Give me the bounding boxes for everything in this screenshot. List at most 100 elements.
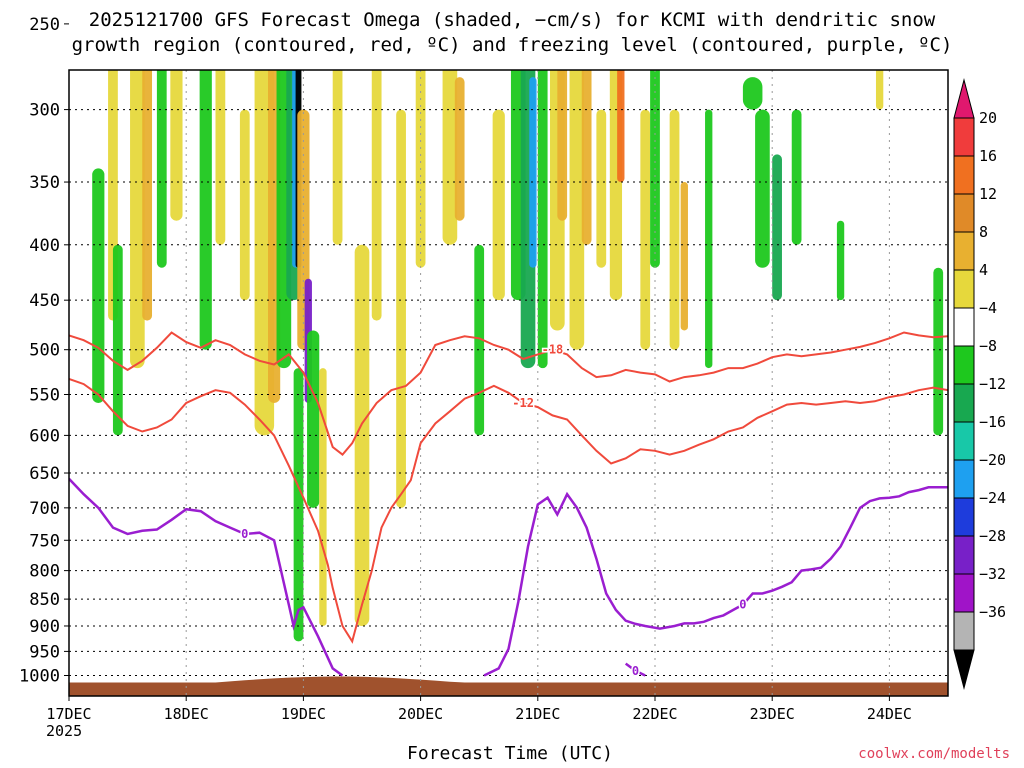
contour-4 — [624, 662, 646, 677]
colorbar-label: 12 — [979, 185, 997, 203]
contour-label: 0 — [241, 527, 248, 541]
y-tick-label: 700 — [29, 499, 60, 519]
colorbar-swatch — [953, 307, 975, 347]
omega-cell — [492, 109, 505, 301]
omega-cell — [293, 368, 304, 642]
omega-cell — [742, 77, 763, 110]
contour-2 — [69, 477, 344, 677]
colorbar-label: −20 — [979, 451, 1006, 469]
omega-cell — [875, 70, 884, 110]
colorbar-label: −24 — [979, 489, 1006, 507]
omega-cell — [933, 267, 944, 436]
colorbar-swatch — [953, 611, 975, 651]
chart-title-line-2: growth region (contoured, red, ºC) and f… — [71, 34, 953, 56]
x-tick-label: 23DEC — [750, 705, 795, 723]
y-tick-label: 650 — [29, 464, 60, 484]
x-tick-label: 20DEC — [398, 705, 443, 723]
y-tick-label: 350 — [29, 173, 60, 193]
colorbar-label: −4 — [979, 299, 997, 317]
contour-label: -12 — [512, 396, 534, 410]
chart-title-line-1: 2025121700 GFS Forecast Omega (shaded, −… — [88, 9, 936, 31]
y-tick-label: 1000 — [19, 667, 60, 687]
omega-cell — [130, 70, 145, 369]
x-tick-label: 19DEC — [281, 705, 326, 723]
y-tick-label: 900 — [29, 617, 60, 637]
colorbar-swatch — [953, 155, 975, 195]
omega-cell — [791, 109, 802, 245]
x-tick-label: 17DEC — [46, 705, 91, 723]
omega-cell — [557, 70, 568, 221]
omega-cell — [170, 70, 183, 221]
y-tick-label: 800 — [29, 562, 60, 582]
colorbar-label: 8 — [979, 223, 988, 241]
colorbar-label: −8 — [979, 337, 997, 355]
ground-surface — [69, 676, 948, 696]
y-axis: 250 300 350 400 450 500 550 600 650 700 750 800 850 9… — [19, 15, 69, 687]
colorbar-label: 4 — [979, 261, 988, 279]
omega-cell — [640, 109, 651, 350]
omega-cell — [474, 244, 485, 436]
omega-cell — [332, 70, 343, 245]
contour-lines: -18 -12 0 0 0 — [69, 331, 948, 679]
contour-0 — [69, 331, 948, 456]
omega-cell — [617, 70, 625, 183]
omega-cell — [772, 154, 782, 301]
ground-area — [69, 676, 948, 696]
omega-cell — [755, 109, 770, 268]
x-axis-label: Forecast Time (UTC) — [407, 743, 613, 764]
omega-cell — [371, 70, 382, 321]
omega-cell — [396, 109, 406, 508]
colorbar-arrow-bottom — [953, 649, 975, 690]
omega-cell — [705, 109, 713, 369]
colorbar-label: 20 — [979, 109, 997, 127]
colorbar-swatch — [953, 497, 975, 537]
omega-cell — [199, 70, 212, 350]
omega-cell — [569, 70, 585, 350]
omega-cell — [442, 70, 458, 245]
omega-cell — [239, 109, 250, 301]
credit-link[interactable]: coolwx.com/modelts — [858, 746, 1010, 762]
grid-lines — [69, 70, 948, 696]
colorbar-swatch — [953, 573, 975, 613]
colorbar-label: −32 — [979, 565, 1006, 583]
x-tick-label: 18DEC — [164, 705, 209, 723]
y-tick-label: 950 — [29, 642, 60, 662]
omega-cell — [92, 168, 105, 403]
y-tick-label: 750 — [29, 531, 60, 551]
x-axis: 17DEC 18DEC 19DEC 20DEC 21DEC 22DEC 23DEC 24DEC — [46, 696, 912, 723]
omega-cell — [215, 70, 226, 245]
y-tick-label: 850 — [29, 590, 60, 610]
colorbar-swatch — [953, 269, 975, 309]
omega-cell — [529, 77, 537, 268]
omega-cell — [669, 109, 680, 350]
omega-cell — [596, 109, 607, 268]
colorbar-swatch — [953, 535, 975, 575]
omega-cell — [319, 368, 327, 626]
plot-frame — [68, 69, 949, 697]
colorbar-swatch — [953, 117, 975, 157]
omega-cell — [454, 77, 465, 221]
y-tick-label: 300 — [29, 101, 60, 121]
y-tick-label: 600 — [29, 426, 60, 446]
colorbar-swatch — [953, 193, 975, 233]
y-tick-label: 500 — [29, 341, 60, 361]
colorbar-swatch — [953, 345, 975, 385]
omega-cell — [142, 70, 153, 321]
colorbar-swatch — [953, 421, 975, 461]
omega-shading — [92, 70, 944, 642]
omega-cell — [537, 70, 548, 369]
year-label: 2025 — [46, 722, 83, 740]
omega-cell — [156, 70, 167, 268]
contour-label: -18 — [542, 343, 564, 357]
contour-1 — [69, 377, 948, 644]
colorbar-arrow-top — [953, 78, 975, 119]
contour-label: 0 — [632, 664, 639, 678]
colorbar-swatch — [953, 459, 975, 499]
y-tick-label: 550 — [29, 385, 60, 405]
colorbar-label: −12 — [979, 375, 1006, 393]
colorbar-swatch — [953, 383, 975, 423]
contour-label: 0 — [739, 598, 746, 612]
colorbar-swatch — [953, 231, 975, 271]
y-tick-label: 450 — [29, 291, 60, 311]
